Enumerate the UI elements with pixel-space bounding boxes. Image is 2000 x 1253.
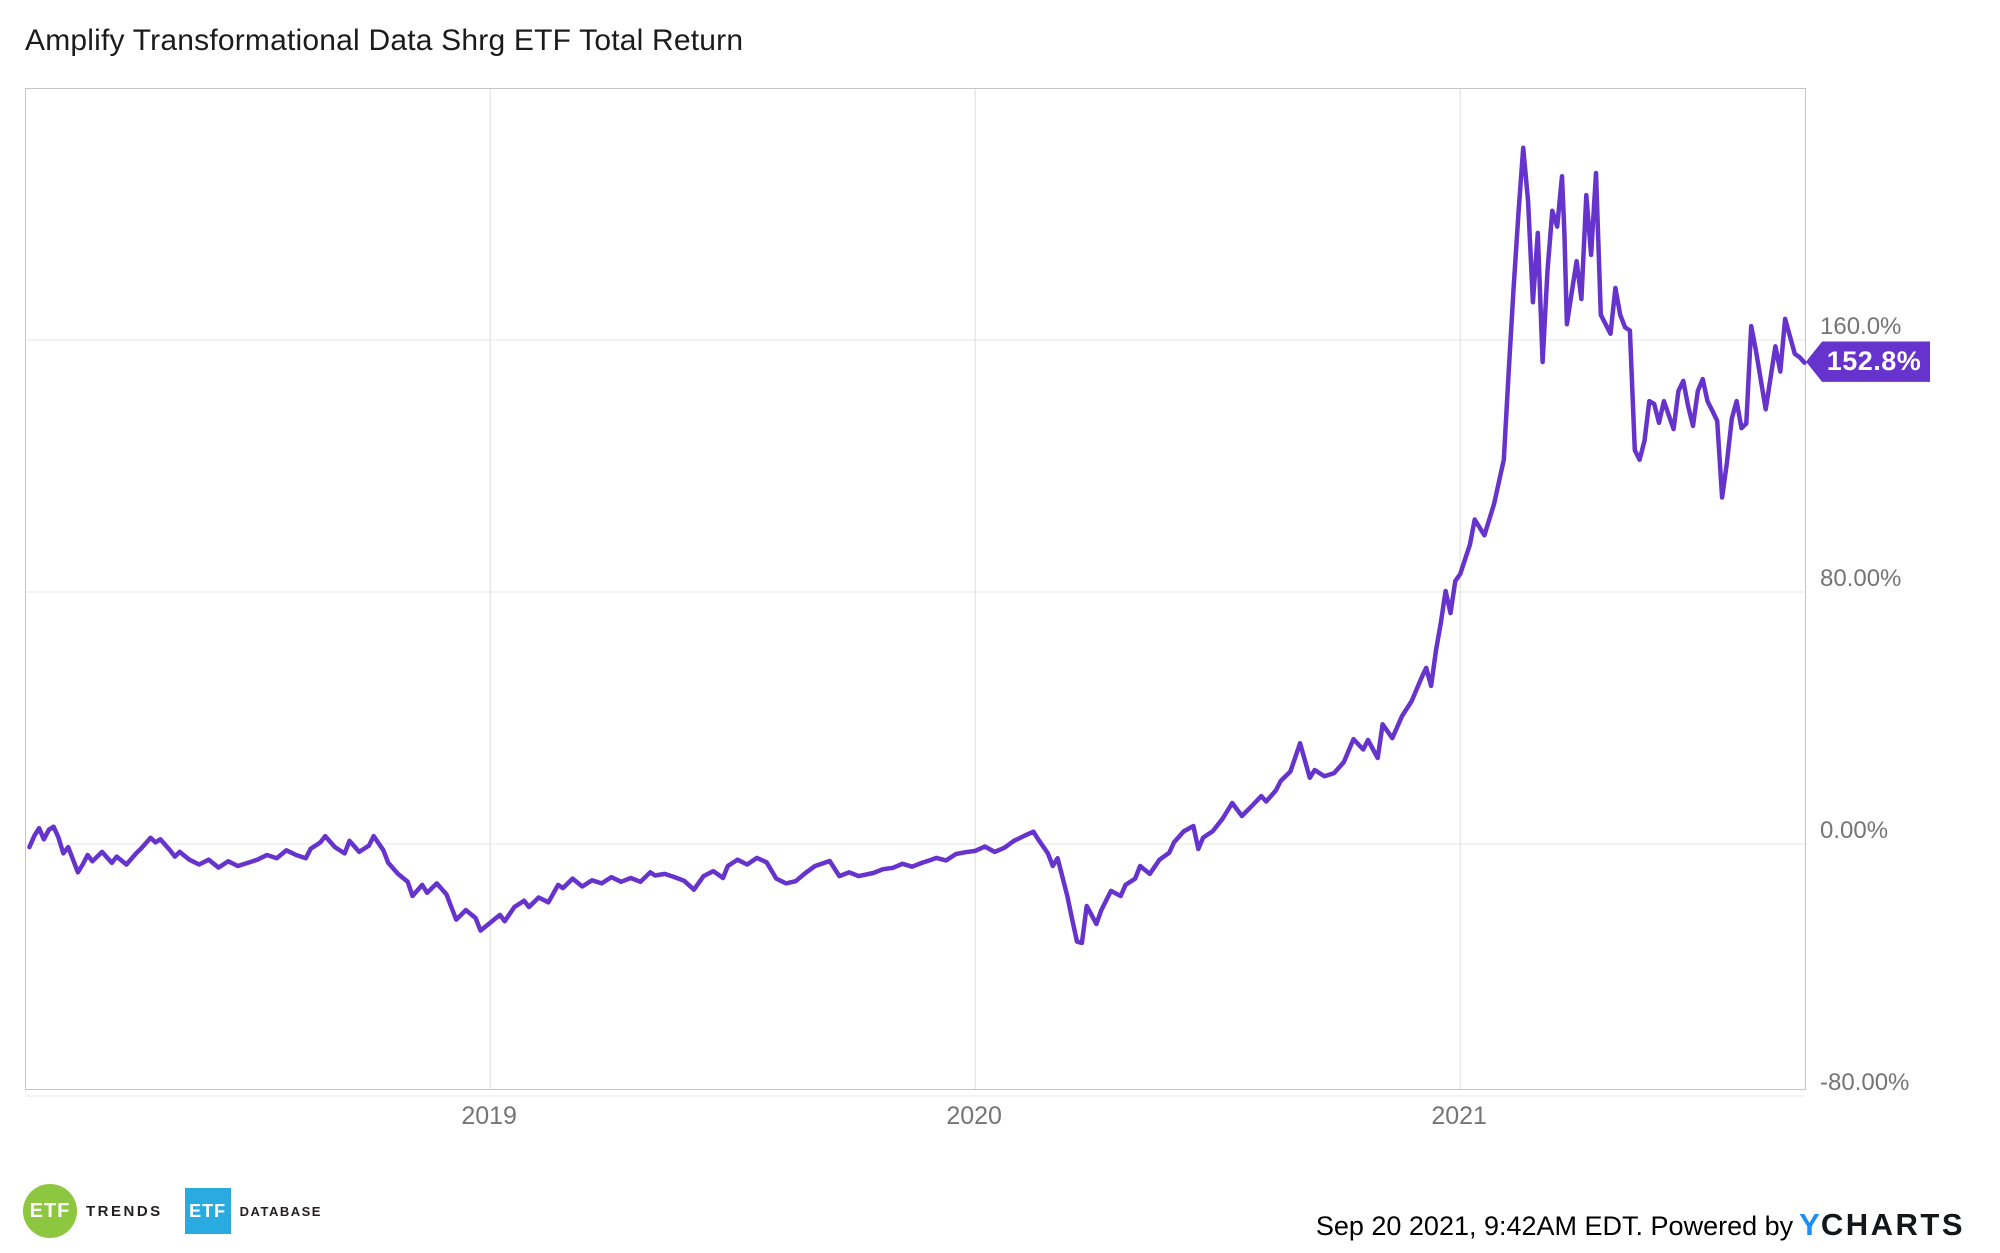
ycharts-wordmark: CHARTS: [1820, 1207, 1965, 1242]
y-axis-tick-label: 80.00%: [1820, 564, 1902, 592]
ycharts-y-glyph: Y: [1799, 1207, 1821, 1242]
x-axis-tick-label: 2020: [946, 1102, 1002, 1130]
footer-timestamp: Sep 20 2021, 9:42AM EDT. Powered by: [1315, 1211, 1794, 1241]
x-axis-tick-label: 2019: [461, 1102, 517, 1130]
etf-database-logo[interactable]: ETF: [184, 1188, 231, 1234]
y-axis-tick-label: -80.00%: [1820, 1068, 1910, 1096]
total-return-line: [27, 145, 1807, 946]
y-axis-tick-label: 160.0%: [1820, 312, 1902, 340]
plot-area: [25, 88, 1807, 1097]
etf-trends-mark-text: ETF: [29, 1199, 71, 1222]
last-value-badge: 152.8%: [1806, 341, 1930, 382]
footer-logos: ETF TRENDS ETF DATABASE: [23, 1183, 322, 1239]
x-axis-tick-label: 2021: [1431, 1102, 1487, 1130]
footer-attribution: Sep 20 2021, 9:42AM EDT. Powered by YCHA…: [1316, 1207, 1965, 1243]
y-axis-tick-label: 0.00%: [1820, 816, 1889, 844]
etf-database-mark-text: ETF: [189, 1200, 227, 1221]
price-chart-svg: [26, 89, 1807, 1097]
etf-database-label: DATABASE: [239, 1203, 322, 1219]
etf-trends-label: TRENDS: [86, 1202, 163, 1220]
last-value-text: 152.8%: [1826, 346, 1922, 377]
chart-title: Amplify Transformational Data Shrg ETF T…: [25, 24, 744, 57]
etf-trends-logo[interactable]: ETF: [23, 1184, 77, 1238]
ycharts-logo[interactable]: YCHARTS: [1799, 1207, 1965, 1243]
